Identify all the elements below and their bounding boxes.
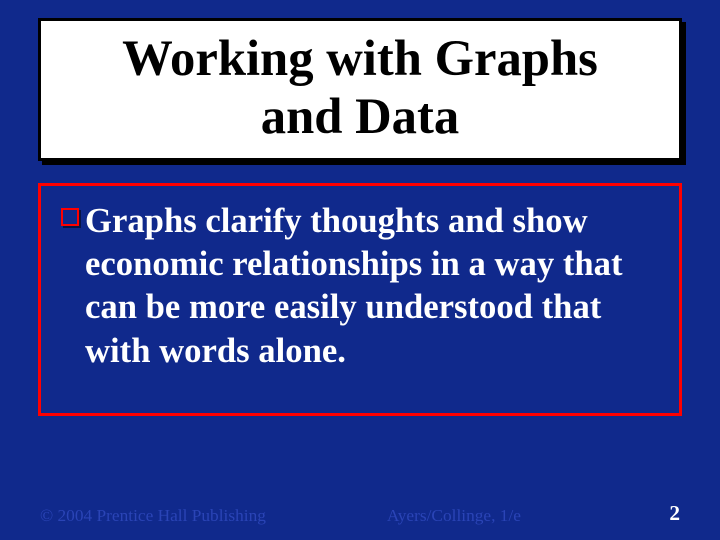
title-box: Working with Graphsand Data	[38, 18, 682, 161]
body-box: Graphs clarify thoughts and show economi…	[38, 183, 682, 416]
bullet-text: Graphs clarify thoughts and show economi…	[85, 200, 659, 373]
copyright-text: © 2004 Prentice Hall Publishing	[40, 506, 266, 526]
square-bullet-icon	[61, 208, 79, 226]
attribution-text: Ayers/Collinge, 1/e	[387, 506, 521, 526]
page-number: 2	[669, 501, 680, 526]
bullet-item: Graphs clarify thoughts and show economi…	[61, 200, 659, 373]
slide-title: Working with Graphsand Data	[61, 29, 659, 146]
footer: © 2004 Prentice Hall Publishing Ayers/Co…	[40, 501, 680, 526]
slide: Working with Graphsand Data Graphs clari…	[0, 0, 720, 540]
